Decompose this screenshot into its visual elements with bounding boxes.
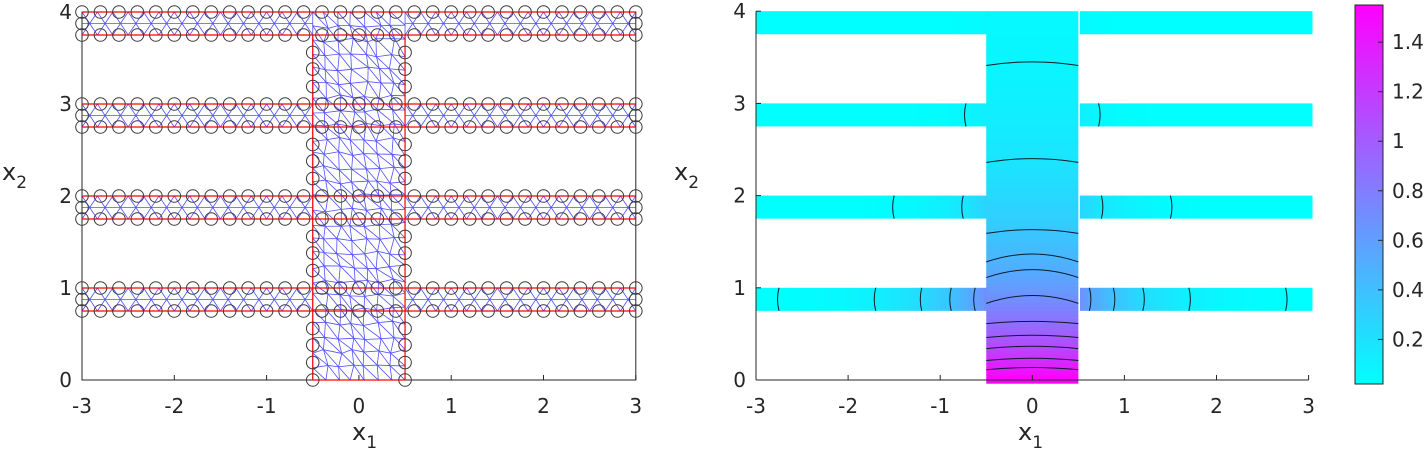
contour-lines	[777, 61, 1288, 371]
right-axes	[755, 10, 1310, 381]
svg-text:-3: -3	[72, 394, 92, 418]
right-ylabel: x2	[674, 158, 699, 193]
left-ylabel: x2	[2, 158, 27, 193]
domain-boundary	[82, 11, 636, 381]
svg-text:2: 2	[537, 394, 550, 418]
svg-text:3: 3	[733, 91, 746, 115]
boundary-nodes	[75, 5, 643, 387]
svg-text:0: 0	[1026, 394, 1039, 418]
field-fill	[756, 11, 1313, 384]
svg-text:2: 2	[733, 184, 746, 208]
svg-text:1: 1	[59, 276, 72, 300]
colorbar-ticks: 0.2 0.4 0.6 0.8 1 1.2 1.4	[1378, 30, 1424, 351]
svg-text:0: 0	[59, 368, 72, 392]
svg-text:-2: -2	[164, 394, 184, 418]
svg-text:-2: -2	[838, 394, 858, 418]
right-tick-labels: -3 -2 -1 0 1 2 3 0 1 2 3 4	[733, 0, 1315, 418]
colorbar: 0.2 0.4 0.6 0.8 1 1.2 1.4	[1354, 4, 1424, 385]
svg-text:0: 0	[353, 394, 366, 418]
svg-text:2: 2	[1210, 394, 1223, 418]
svg-text:1: 1	[733, 276, 746, 300]
left-xlabel: x1	[352, 418, 377, 453]
colorbar-gradient	[1354, 4, 1384, 385]
mesh-plot-panel: -3 -2 -1 0 1 2 3 0 1 2 3 4 x1 x2	[2, 0, 643, 453]
svg-text:1: 1	[445, 394, 458, 418]
svg-text:4: 4	[59, 0, 72, 24]
svg-text:3: 3	[629, 394, 642, 418]
svg-text:2: 2	[59, 184, 72, 208]
svg-text:-1: -1	[930, 394, 950, 418]
svg-text:0.2: 0.2	[1392, 327, 1424, 351]
svg-text:1.2: 1.2	[1392, 80, 1424, 104]
svg-text:0.8: 0.8	[1392, 179, 1424, 203]
svg-text:0: 0	[733, 368, 746, 392]
contour-plot-panel: -3 -2 -1 0 1 2 3 0 1 2 3 4 x1 x2	[674, 0, 1315, 453]
svg-text:-1: -1	[257, 394, 277, 418]
svg-text:1.4: 1.4	[1392, 30, 1424, 54]
svg-text:3: 3	[59, 92, 72, 116]
svg-text:1: 1	[1118, 394, 1131, 418]
svg-text:0.6: 0.6	[1392, 228, 1424, 252]
svg-text:3: 3	[1302, 394, 1315, 418]
right-xlabel: x1	[1018, 418, 1043, 453]
svg-text:-3: -3	[746, 394, 766, 418]
left-tick-labels: -3 -2 -1 0 1 2 3 0 1 2 3 4	[59, 0, 642, 418]
svg-text:0.4: 0.4	[1392, 278, 1424, 302]
svg-text:4: 4	[733, 0, 746, 23]
svg-text:1: 1	[1392, 129, 1405, 153]
